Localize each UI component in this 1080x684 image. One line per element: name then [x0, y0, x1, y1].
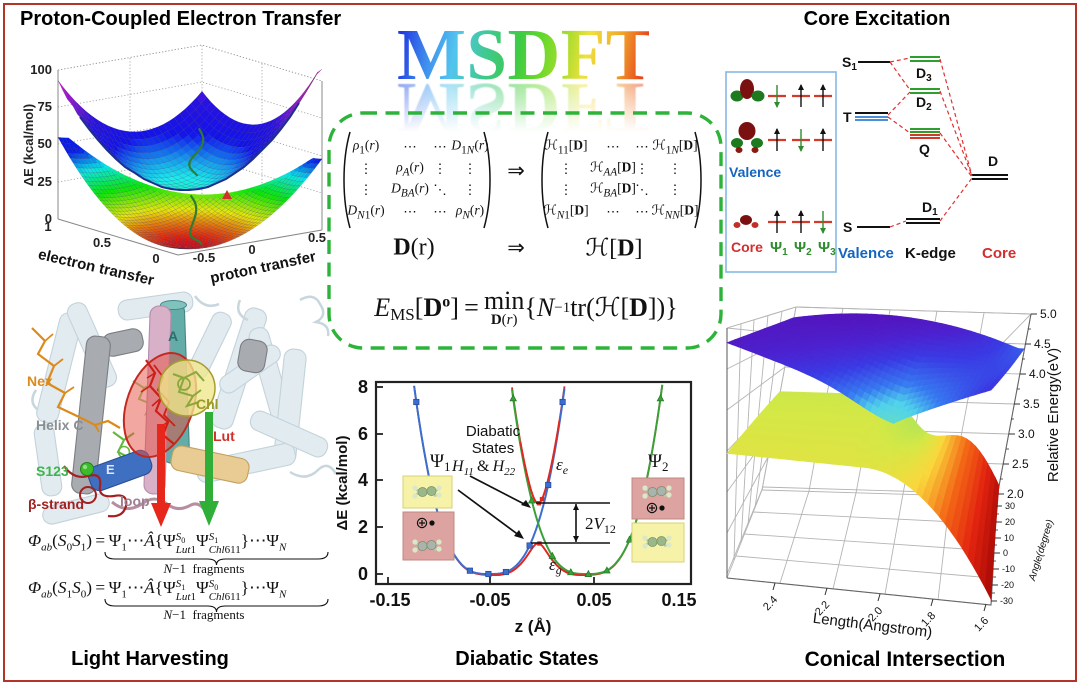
svg-text:Q: Q	[919, 141, 930, 157]
svg-text:E: E	[106, 462, 115, 477]
svg-text:75: 75	[38, 99, 52, 114]
svg-text:Core: Core	[982, 245, 1016, 262]
svg-text:loop: loop	[120, 493, 150, 509]
svg-text:0.05: 0.05	[576, 590, 611, 610]
svg-text:K-edge: K-edge	[905, 245, 956, 262]
svg-text:N−1 fragments: N−1 fragments	[163, 607, 245, 622]
svg-text:Nex: Nex	[27, 373, 53, 389]
svg-text:Helix C: Helix C	[36, 417, 83, 433]
svg-text:States: States	[472, 440, 515, 457]
svg-text:6: 6	[358, 424, 368, 444]
svg-text:Relative Energy(eV): Relative Energy(eV)	[1045, 348, 1062, 482]
svg-text:0.5: 0.5	[93, 235, 111, 250]
svg-text:ΔE (kcal/mol): ΔE (kcal/mol)	[21, 104, 36, 186]
svg-text:2: 2	[358, 517, 368, 537]
svg-text:Diabatic: Diabatic	[466, 423, 521, 440]
svg-text:Lut: Lut	[213, 428, 235, 444]
svg-text:0: 0	[1003, 548, 1008, 558]
svg-text:4.5: 4.5	[1034, 337, 1051, 351]
svg-text:N−1 fragments: N−1 fragments	[163, 561, 245, 576]
svg-text:0.5: 0.5	[308, 230, 326, 245]
svg-text:-30: -30	[1000, 596, 1013, 606]
svg-text:D: D	[988, 153, 998, 169]
svg-text:10: 10	[1004, 533, 1014, 543]
svg-text:S123: S123	[36, 463, 69, 479]
svg-text:D2: D2	[916, 94, 932, 113]
svg-text:0.15: 0.15	[661, 590, 696, 610]
svg-text:Core: Core	[731, 239, 763, 255]
svg-text:4.0: 4.0	[1029, 367, 1046, 381]
svg-text:Angle(degree): Angle(degree)	[1027, 518, 1056, 583]
svg-text:1.6: 1.6	[972, 615, 991, 634]
svg-text:-0.5: -0.5	[193, 250, 215, 265]
svg-text:5.0: 5.0	[1040, 307, 1057, 321]
svg-text:2.0: 2.0	[1007, 487, 1024, 501]
svg-text:Ψ1: Ψ1	[770, 239, 788, 258]
svg-text:A: A	[168, 328, 178, 344]
svg-text:3.0: 3.0	[1018, 427, 1035, 441]
svg-text:S1: S1	[842, 54, 857, 73]
svg-text:-10: -10	[1002, 564, 1015, 574]
svg-text:0: 0	[358, 564, 368, 584]
svg-text:100: 100	[30, 62, 52, 77]
svg-text:Valence: Valence	[729, 164, 781, 180]
svg-text:T: T	[843, 109, 852, 125]
svg-text:Chl: Chl	[196, 396, 219, 412]
svg-text:30: 30	[1005, 501, 1015, 511]
svg-text:-0.15: -0.15	[369, 590, 410, 610]
svg-text:0: 0	[45, 211, 52, 226]
svg-text:D3: D3	[916, 65, 932, 84]
svg-text:D1: D1	[922, 199, 938, 218]
svg-text:z (Å): z (Å)	[515, 617, 552, 636]
svg-text:3.5: 3.5	[1023, 397, 1040, 411]
svg-text:20: 20	[1005, 517, 1015, 527]
svg-text:Ψ3: Ψ3	[818, 239, 836, 258]
svg-text:-0.05: -0.05	[469, 590, 510, 610]
svg-text:0: 0	[248, 242, 255, 257]
svg-text:50: 50	[38, 136, 52, 151]
svg-text:2.4: 2.4	[761, 594, 780, 613]
svg-text:Valence: Valence	[838, 245, 894, 262]
svg-text:β-strand: β-strand	[28, 496, 84, 512]
svg-text:Ψ2: Ψ2	[794, 239, 812, 258]
svg-text:-20: -20	[1001, 580, 1014, 590]
svg-text:S: S	[843, 219, 852, 235]
svg-text:ΔE (kcal/mol): ΔE (kcal/mol)	[334, 436, 351, 531]
svg-text:25: 25	[38, 174, 52, 189]
svg-text:4: 4	[358, 470, 368, 490]
svg-text:1: 1	[44, 219, 51, 234]
svg-text:0: 0	[152, 251, 159, 266]
svg-text:2.5: 2.5	[1012, 457, 1029, 471]
svg-text:8: 8	[358, 377, 368, 397]
